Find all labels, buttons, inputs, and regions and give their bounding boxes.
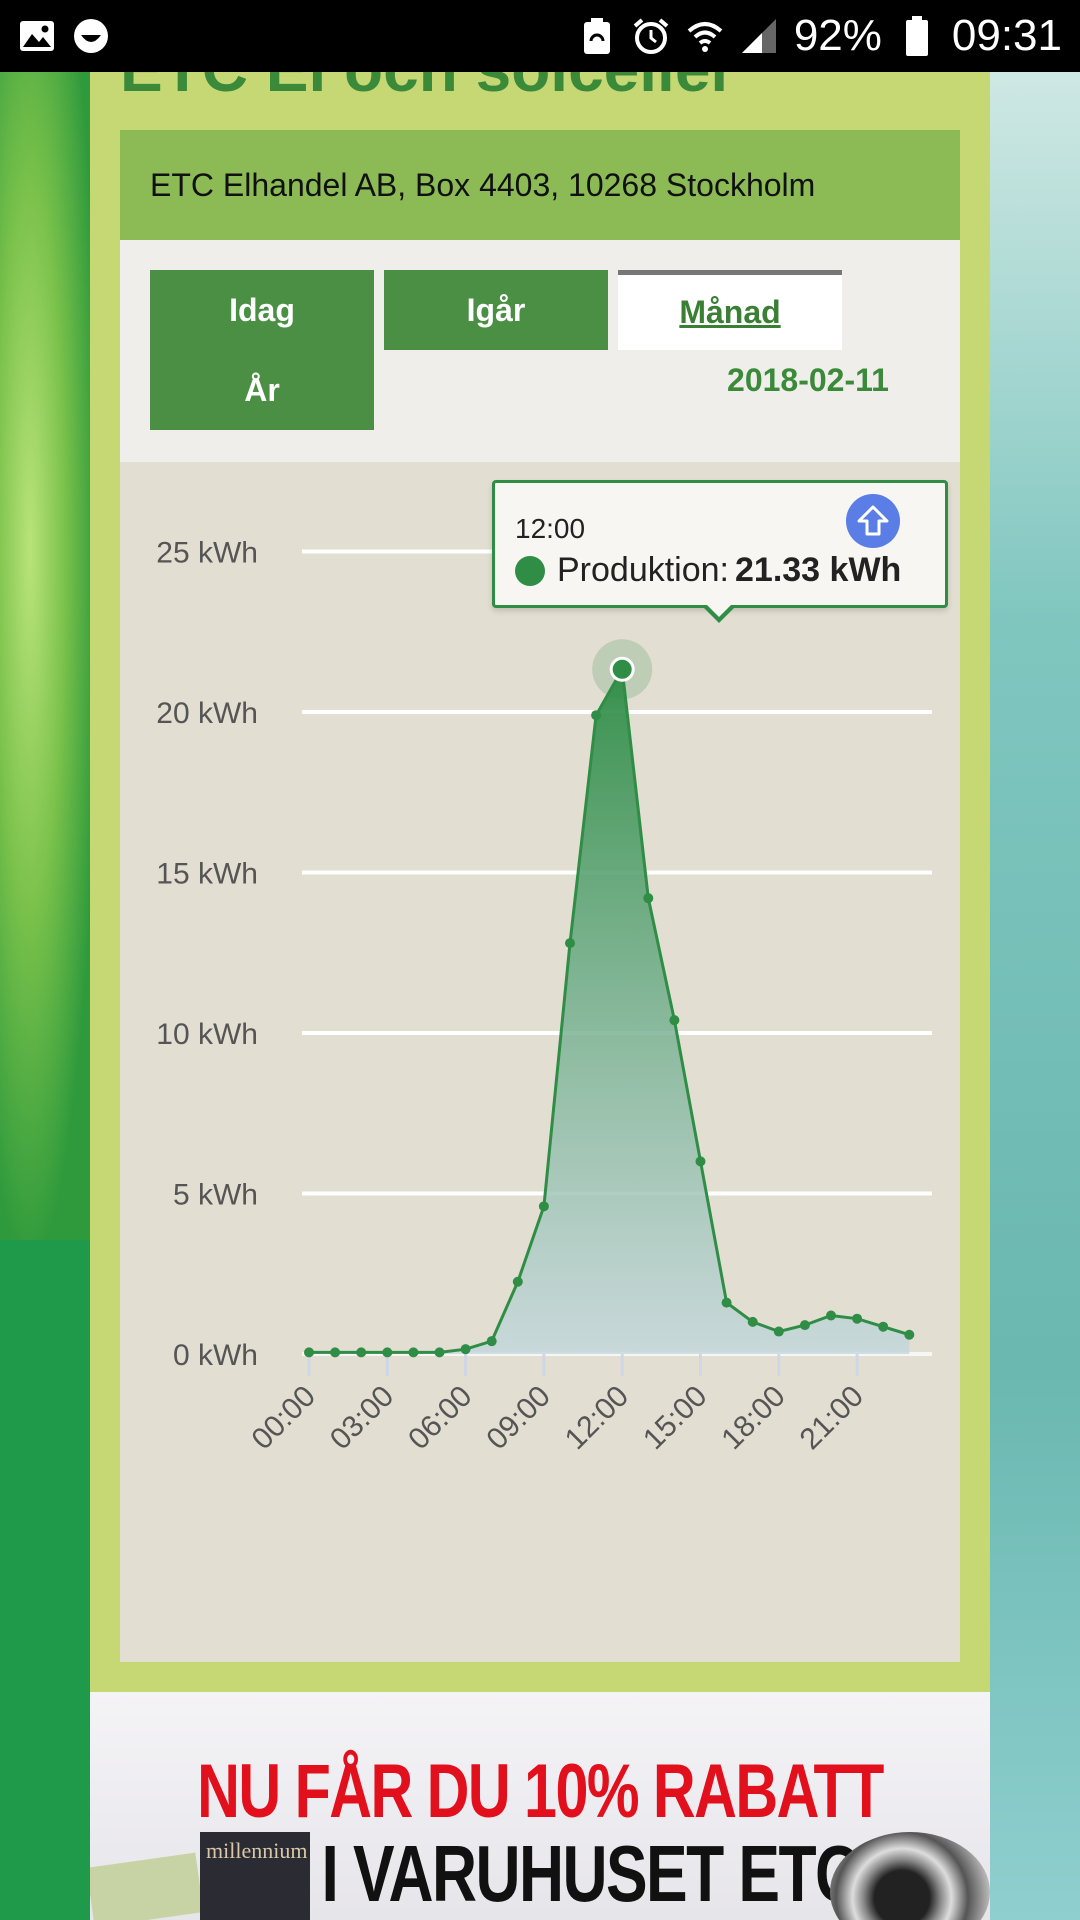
highlighted-point — [609, 656, 635, 682]
data-point — [904, 1329, 915, 1340]
tooltip-row: Produktion: 21.33 kWh — [515, 551, 901, 590]
battery-saver-icon — [578, 17, 616, 55]
alarm-icon — [632, 17, 670, 55]
data-point — [773, 1326, 784, 1337]
x-tick-label: 21:00 — [794, 1380, 870, 1456]
book-cover-image — [90, 1852, 204, 1920]
selected-date: 2018-02-11 — [727, 361, 889, 398]
smiley-icon — [72, 17, 110, 55]
x-tick-label: 18:00 — [715, 1380, 791, 1456]
data-point — [721, 1297, 732, 1308]
banner-subheadline: I VARUHUSET ETC — [321, 1829, 860, 1918]
tooltip-value: 21.33 kWh — [735, 551, 902, 589]
tab-idag[interactable]: Idag — [150, 270, 374, 350]
tooltip-time: 12:00 — [515, 513, 586, 544]
data-point — [330, 1347, 341, 1358]
background-sky — [990, 70, 1080, 1920]
status-bar: 92% 09:31 — [0, 0, 1080, 72]
battery-percent: 92% — [793, 11, 882, 60]
wifi-icon — [686, 17, 724, 55]
x-tick-label: 12:00 — [559, 1380, 635, 1456]
data-point — [486, 1336, 497, 1347]
book-cover-image — [200, 1832, 310, 1920]
tooltip-pointer-inner — [706, 604, 732, 617]
x-tick-label: 03:00 — [324, 1380, 400, 1456]
image-icon — [18, 17, 56, 55]
background-foliage — [0, 70, 100, 1270]
series-dot-icon — [515, 555, 545, 586]
y-tick-label: 15 kWh — [156, 858, 258, 891]
data-point — [826, 1310, 836, 1321]
x-tick-label: 00:00 — [246, 1380, 322, 1456]
tab-igar[interactable]: Igår — [384, 270, 608, 350]
data-point — [434, 1347, 445, 1358]
battery-icon — [898, 16, 936, 56]
scroll-to-top-button[interactable] — [846, 494, 900, 548]
data-point — [591, 710, 602, 721]
data-point — [460, 1344, 471, 1355]
data-point — [878, 1321, 889, 1332]
data-point — [852, 1313, 863, 1324]
solar-card: ETC El och solceller ETC Elhandel AB, Bo… — [90, 33, 990, 1692]
data-point — [538, 1201, 549, 1212]
y-tick-label: 25 kWh — [156, 537, 258, 570]
address-bar: ETC Elhandel AB, Box 4403, 10268 Stockho… — [120, 130, 960, 240]
tooltip-series-label: Produktion: — [557, 551, 729, 589]
y-tick-label: 10 kWh — [156, 1018, 258, 1051]
data-point — [408, 1347, 419, 1358]
y-tick-label: 0 kWh — [173, 1339, 258, 1372]
data-point — [356, 1347, 367, 1358]
background-green — [0, 1240, 100, 1920]
camera-image — [830, 1832, 990, 1920]
x-tick-label: 09:00 — [480, 1380, 556, 1456]
arrow-up-icon — [857, 505, 889, 536]
production-chart: 0 kWh 5 kWh 10 kWh 15 kWh 20 kWh 25 kWh 00:00 0… — [120, 462, 960, 1662]
signal-icon — [740, 17, 778, 55]
book-title: millennium — [206, 1838, 308, 1863]
tab-manad[interactable]: Månad — [618, 270, 842, 350]
data-point — [669, 1015, 680, 1026]
data-point — [382, 1347, 393, 1358]
banner-headline: NU FÅR DU 10% RABATT — [197, 1749, 884, 1834]
y-tick-label: 5 kWh — [173, 1179, 258, 1212]
address-text: ETC Elhandel AB, Box 4403, 10268 Stockho… — [150, 166, 816, 203]
tab-ar[interactable]: År — [150, 350, 374, 430]
clock: 09:31 — [951, 11, 1062, 60]
x-tick-label: 06:00 — [402, 1380, 478, 1456]
y-tick-label: 20 kWh — [156, 697, 258, 730]
data-point — [643, 893, 654, 904]
data-point — [565, 938, 575, 949]
period-tabs: Idag Igår Månad År 2018-02-11 — [120, 240, 960, 462]
data-point — [512, 1276, 523, 1287]
production-area — [309, 669, 910, 1354]
data-point — [747, 1316, 758, 1327]
data-point — [799, 1320, 810, 1331]
data-point — [695, 1156, 706, 1167]
promo-banner[interactable]: NU FÅR DU 10% RABATT millennium I VARUHU… — [90, 1692, 990, 1920]
x-tick-label: 15:00 — [637, 1380, 713, 1456]
data-point — [304, 1347, 314, 1358]
